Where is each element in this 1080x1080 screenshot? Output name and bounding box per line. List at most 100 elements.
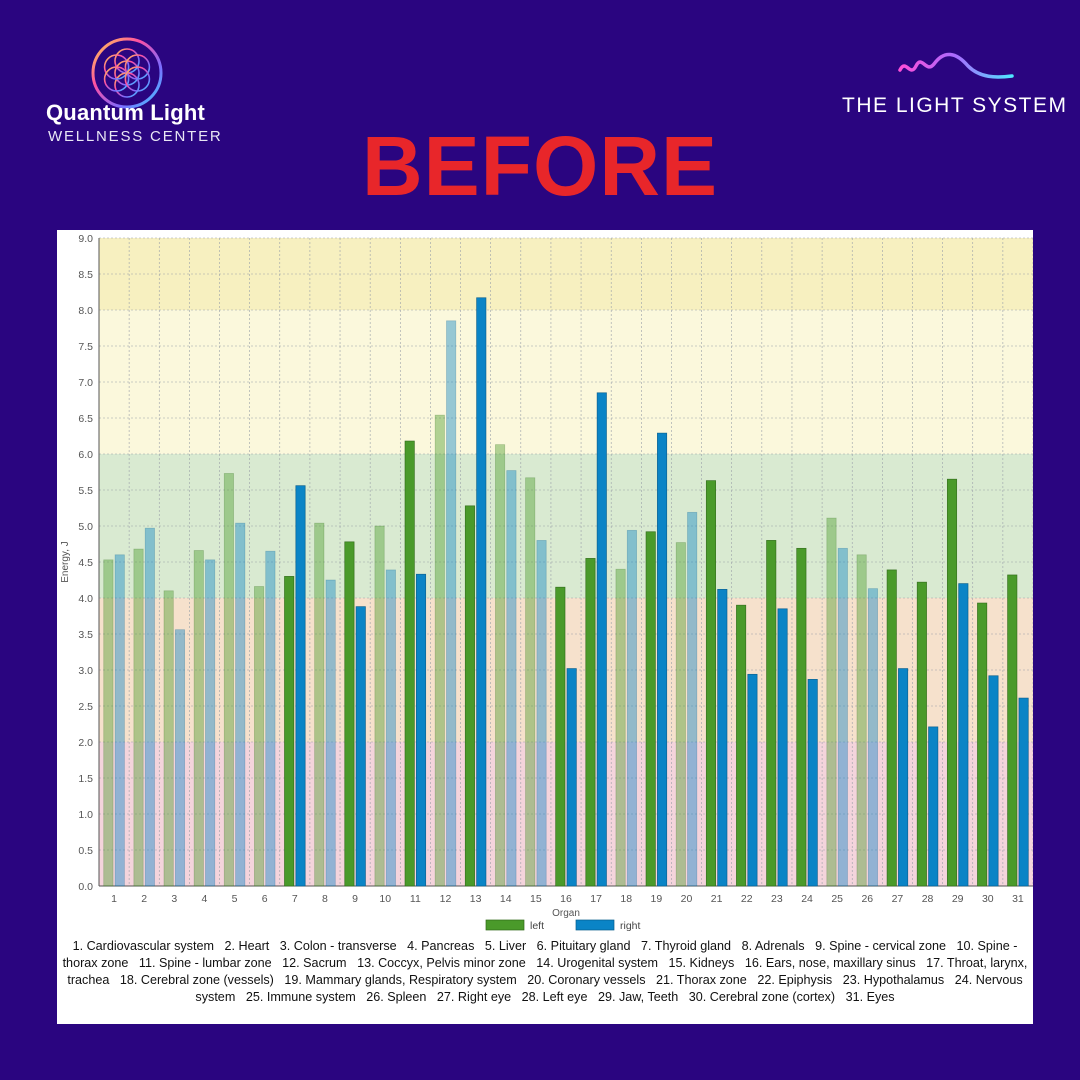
chart-panel: 0.0 0.5 1.0 1.5 2.0 2.5 3.0 3.5 4.0 4.5 5.0 5.5 6.0 6… (57, 230, 1033, 1024)
organ-legend-item: 19. Mammary glands, Respiratory system (284, 973, 524, 987)
bar-right-20 (687, 511, 698, 887)
bar-right-11 (416, 573, 427, 887)
brand-subtitle: WELLNESS CENTER (48, 128, 223, 145)
bar-right-23 (777, 608, 788, 887)
bar-left-30 (977, 602, 988, 887)
bar-right-25 (837, 547, 848, 887)
legend-label-right: right (620, 920, 641, 932)
organ-legend-item: 24. Nervous system (195, 973, 1023, 1004)
organ-legend-item: 21. Thorax zone (656, 973, 754, 987)
organ-legend-item: 22. Epiphysis (757, 973, 840, 987)
x-tick-label: 2 (141, 893, 147, 905)
organ-legend-item: 5. Liver (484, 939, 534, 953)
x-tick-label: 1 (111, 893, 117, 905)
y-tick-label: 1.5 (78, 773, 93, 785)
y-tick-label: 9.0 (78, 233, 93, 245)
bar-right-10 (385, 569, 396, 887)
legend-swatch-left (485, 919, 525, 931)
bar-left-3 (163, 590, 174, 887)
y-tick-label: 7.0 (78, 377, 93, 389)
y-tick-label: 0.0 (78, 881, 93, 893)
x-tick-label: 11 (410, 893, 421, 905)
bar-right-27 (898, 668, 909, 887)
bar-right-9 (355, 606, 366, 887)
bar-left-10 (374, 525, 385, 887)
x-tick-label: 9 (352, 893, 358, 905)
bar-right-14 (506, 470, 517, 887)
y-tick-label: 8.5 (78, 269, 93, 281)
legend-label-left: left (530, 920, 544, 932)
organ-legend-item: 16. Ears, nose, maxillary sinus (744, 956, 923, 970)
zone-band (99, 310, 1033, 454)
x-tick-label: 31 (1012, 893, 1024, 905)
bar-right-28 (928, 726, 939, 887)
bar-left-27 (886, 569, 897, 887)
bar-right-12 (446, 320, 457, 887)
bar-left-17 (585, 558, 596, 887)
bar-left-15 (525, 477, 536, 887)
organ-legend-item: 25. Immune system (245, 990, 363, 1004)
bar-right-15 (536, 540, 547, 887)
quantum-light-logo: Quantum Light WELLNESS CENTER (40, 34, 240, 154)
bar-left-25 (826, 517, 837, 887)
bar-left-13 (464, 505, 475, 887)
organ-legend-item: 14. Urogenital system (536, 956, 666, 970)
bar-left-11 (404, 440, 415, 887)
x-tick-label: 16 (560, 893, 572, 905)
x-tick-label: 18 (620, 893, 632, 905)
x-tick-label: 28 (922, 893, 934, 905)
organ-legend-item: 4. Pancreas (407, 939, 482, 953)
y-tick-label: 6.5 (78, 413, 93, 425)
x-tick-label: 10 (379, 893, 391, 905)
organ-legend-item: 30. Cerebral zone (cortex) (688, 990, 843, 1004)
bar-left-29 (946, 478, 958, 887)
flower-of-life-icon (91, 37, 163, 109)
organ-legend-item: 31. Eyes (845, 990, 895, 1004)
bar-right-19 (657, 432, 668, 887)
organ-legend-item: 12. Sacrum (282, 956, 354, 970)
y-tick-label: 6.0 (78, 449, 93, 461)
y-tick-label: 7.5 (78, 341, 93, 353)
bar-right-8 (325, 579, 336, 887)
bar-left-23 (766, 540, 777, 887)
organ-legend-item: 3. Colon - transverse (279, 939, 404, 953)
organ-legend-item: 6. Pituitary gland (536, 939, 638, 953)
x-tick-label: 21 (711, 893, 723, 905)
organ-legend-item: 15. Kidneys (668, 956, 742, 970)
x-tick-label: 22 (741, 893, 753, 905)
y-tick-label: 2.0 (78, 737, 93, 749)
bar-right-21 (717, 589, 728, 887)
x-tick-label: 27 (892, 893, 904, 905)
y-tick-label: 4.5 (78, 557, 93, 569)
organ-legend-item: 8. Adrenals (741, 939, 812, 953)
headline: BEFORE (361, 119, 719, 213)
x-tick-label: 17 (590, 893, 602, 905)
bar-right-30 (988, 675, 999, 887)
bar-right-6 (265, 550, 276, 887)
bar-left-12 (434, 414, 445, 887)
bar-right-22 (747, 673, 758, 887)
organ-legend-item: 23. Hypothalamus (842, 973, 952, 987)
x-tick-label: 5 (232, 893, 238, 905)
y-tick-label: 2.5 (78, 701, 93, 713)
bar-left-4 (193, 550, 204, 887)
legend-swatch-right (575, 919, 615, 931)
bar-left-9 (344, 541, 355, 887)
organ-legend-item: 7. Thyroid gland (640, 939, 739, 953)
y-tick-label: 1.0 (78, 809, 93, 821)
organ-legend-item: 27. Right eye (436, 990, 519, 1004)
bar-left-1 (103, 559, 114, 887)
x-tick-label: 26 (861, 893, 873, 905)
brand-name: Quantum Light (46, 100, 206, 125)
x-tick-label: 6 (262, 893, 268, 905)
light-wave-icon (898, 52, 1014, 79)
organ-legend-item: 10. Spine - thorax zone (62, 939, 1018, 970)
bar-left-19 (645, 531, 656, 887)
organ-legend-item: 9. Spine - cervical zone (815, 939, 953, 953)
bar-left-24 (796, 547, 807, 887)
y-tick-label: 5.5 (78, 485, 93, 497)
organ-legend-item: 2. Heart (224, 939, 277, 953)
bar-right-18 (626, 529, 637, 887)
x-tick-label: 8 (322, 893, 328, 905)
light-system-logo: THE LIGHT SYSTEM (838, 48, 1068, 128)
